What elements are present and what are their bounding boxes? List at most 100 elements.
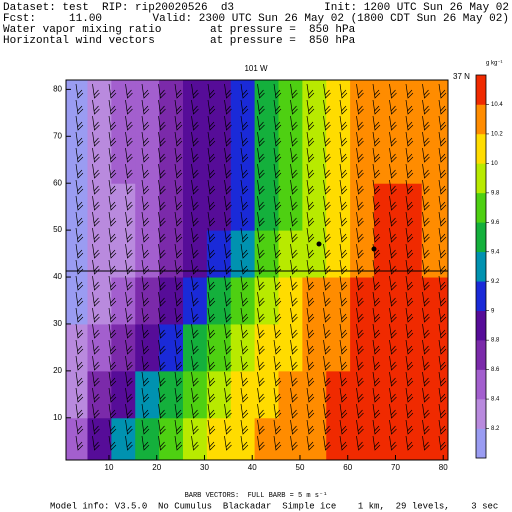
x-tick-label: 80 — [439, 463, 448, 472]
wind-barb — [405, 355, 414, 371]
wind-barb — [108, 403, 117, 419]
colorbar-frame — [475, 74, 487, 459]
wind-barb — [405, 339, 414, 355]
wind-barb — [306, 387, 315, 403]
wind-barb — [191, 131, 199, 147]
wind-barb — [323, 195, 331, 211]
x-tick-label: 30 — [200, 463, 209, 472]
wind-barb — [422, 355, 430, 371]
wind-barb — [438, 435, 447, 451]
wind-barb — [75, 195, 84, 211]
field-cell — [159, 277, 184, 325]
wind-barb — [273, 419, 282, 435]
wind-barb — [273, 307, 282, 323]
wind-barb — [273, 355, 282, 371]
wind-barb — [389, 163, 397, 179]
wind-barb — [290, 147, 298, 163]
wind-barb — [75, 323, 84, 339]
wind-barb — [438, 131, 447, 147]
wind-barb — [290, 291, 298, 307]
wind-barb — [141, 115, 150, 131]
field-cell — [278, 80, 303, 137]
field-cell — [206, 136, 232, 184]
wind-barb — [224, 403, 232, 419]
wind-barb — [158, 307, 166, 323]
wind-barb — [207, 371, 216, 387]
wind-barb — [405, 419, 414, 435]
wind-barb — [422, 195, 430, 211]
wind-barb — [75, 419, 84, 435]
wind-barb — [191, 179, 199, 195]
station-dot — [371, 246, 377, 252]
wind-barb — [323, 227, 331, 243]
wind-barb — [290, 115, 298, 131]
wind-barb — [290, 419, 298, 435]
wind-barb — [257, 291, 265, 307]
wind-barb — [257, 435, 265, 451]
wind-barb — [422, 115, 430, 131]
field-cell — [87, 136, 112, 184]
wind-barb — [290, 243, 298, 259]
wind-barb — [323, 131, 331, 147]
field-name: Horizontal wind vectors — [3, 35, 155, 47]
wind-barb — [108, 355, 117, 371]
wind-barb — [174, 211, 183, 227]
wind-barb — [108, 115, 117, 131]
colorbar-band — [476, 75, 486, 105]
colorbar-band — [476, 222, 486, 253]
colorbar-band — [476, 104, 486, 135]
wind-barb — [108, 147, 117, 163]
wind-barb — [339, 339, 348, 355]
wind-barb — [224, 355, 232, 371]
field-cell — [326, 323, 351, 372]
wind-barb — [158, 435, 166, 451]
field-cell — [182, 323, 208, 372]
wind-barb — [240, 227, 249, 243]
wind-barb — [339, 355, 348, 371]
field-cell — [66, 136, 88, 184]
field-cell — [350, 136, 375, 184]
wind-barb — [240, 355, 249, 371]
wind-barb — [141, 131, 150, 147]
wind-barb — [224, 307, 232, 323]
wind-barb — [389, 307, 397, 323]
wind-barb — [356, 131, 364, 147]
wind-barb — [174, 339, 183, 355]
wind-barb — [224, 227, 232, 243]
wind-barb — [257, 131, 265, 147]
wind-barb — [75, 307, 84, 323]
field-cell — [326, 80, 351, 137]
wind-barb — [158, 99, 166, 115]
wind-barb — [438, 291, 447, 307]
wind-barb — [158, 275, 166, 291]
wind-barb — [240, 419, 249, 435]
wind-barb — [257, 339, 265, 355]
x-tick-label: 20 — [152, 463, 161, 472]
wind-barb — [290, 179, 298, 195]
x-tick-label: 60 — [343, 463, 352, 472]
field-cell — [254, 183, 279, 231]
wind-barb — [191, 419, 199, 435]
wind-barb — [158, 371, 166, 387]
wind-barb — [356, 419, 364, 435]
wind-barb — [224, 131, 232, 147]
wind-barb — [108, 323, 117, 339]
wind-barb — [405, 403, 414, 419]
wind-barb — [438, 307, 447, 323]
wind-barb — [125, 275, 133, 291]
wind-barb — [356, 403, 364, 419]
field — [66, 80, 449, 461]
wind-barb — [240, 147, 249, 163]
field-cell — [230, 417, 256, 461]
wind-barb — [224, 323, 232, 339]
field-cell — [254, 136, 279, 184]
wind-barb — [339, 291, 348, 307]
field-level: at pressure = 850 hPa — [210, 35, 356, 47]
forecast-hour: Fcst: 11.00 — [3, 13, 102, 25]
wind-barb — [224, 83, 232, 99]
colorbar-band — [476, 251, 486, 282]
wind-barb — [141, 291, 150, 307]
wind-barb — [125, 387, 133, 403]
wind-barb — [422, 371, 430, 387]
